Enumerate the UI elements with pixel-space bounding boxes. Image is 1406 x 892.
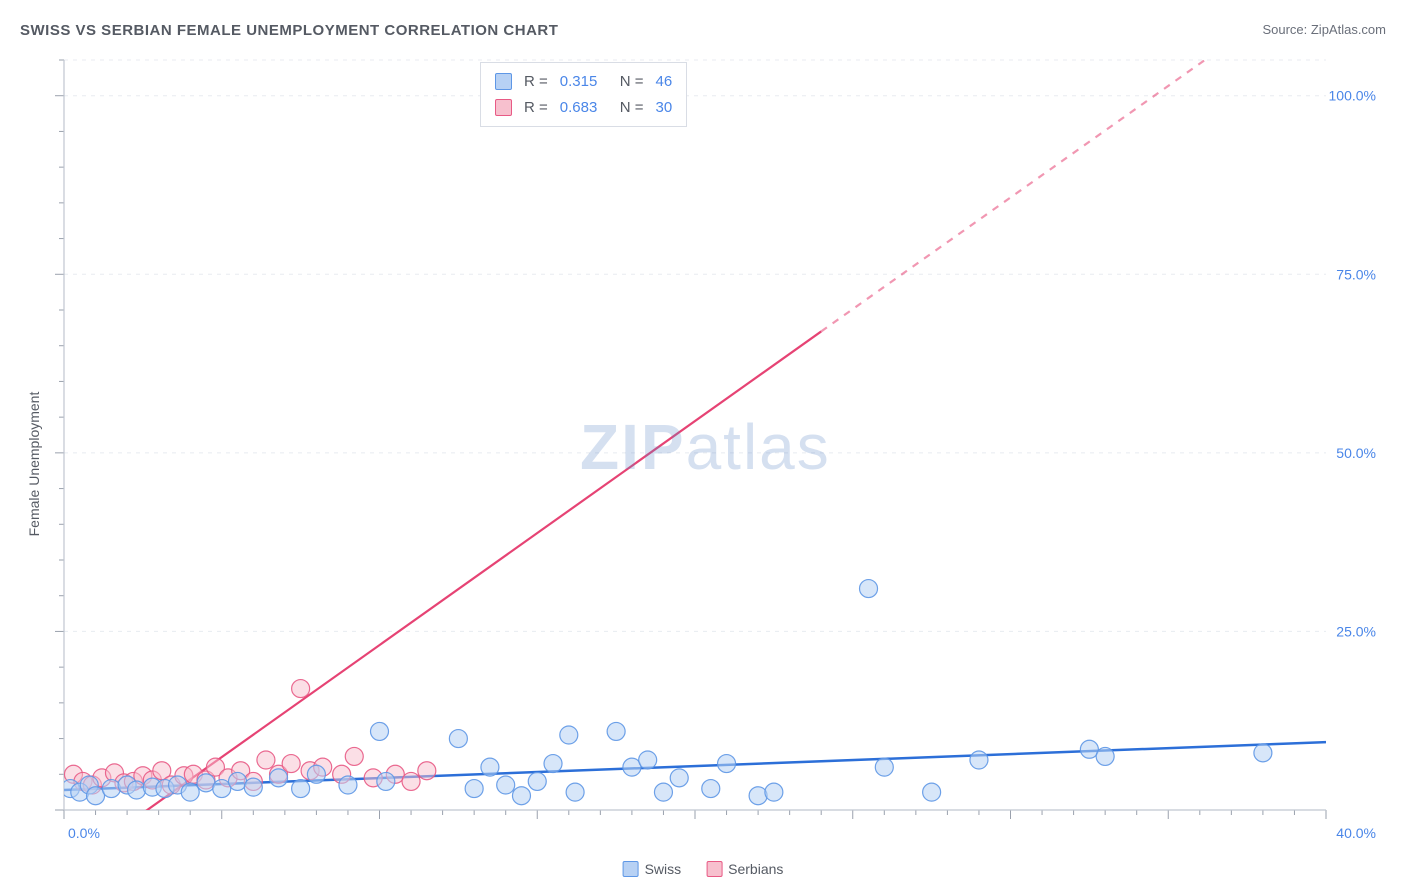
legend-item: Swiss [623,861,682,877]
y-axis-label: Female Unemployment [26,391,42,536]
chart-title: SWISS VS SERBIAN FEMALE UNEMPLOYMENT COR… [20,22,558,39]
source-link[interactable]: ZipAtlas.com [1311,22,1386,37]
series-legend: Swiss Serbians [623,861,784,877]
legend-item: Serbians [706,861,783,877]
stats-row: R =0.315N =46 [495,69,672,95]
svg-text:25.0%: 25.0% [1336,623,1376,639]
svg-text:50.0%: 50.0% [1336,445,1376,461]
svg-text:40.0%: 40.0% [1336,825,1376,841]
correlation-chart: 25.0% 50.0% 75.0% 100.0% 0.0% 40.0% [46,50,1386,850]
svg-text:75.0%: 75.0% [1336,266,1376,282]
correlation-stats-box: R =0.315N =46R =0.683N =30 [480,62,687,127]
chart-container: Female Unemployment 25.0% 50.0% 75.0% 100.0… [20,50,1386,877]
source-attribution: Source: ZipAtlas.com [1262,22,1386,37]
svg-text:100.0%: 100.0% [1329,88,1376,104]
stats-row: R =0.683N =30 [495,95,672,121]
svg-text:0.0%: 0.0% [68,825,100,841]
